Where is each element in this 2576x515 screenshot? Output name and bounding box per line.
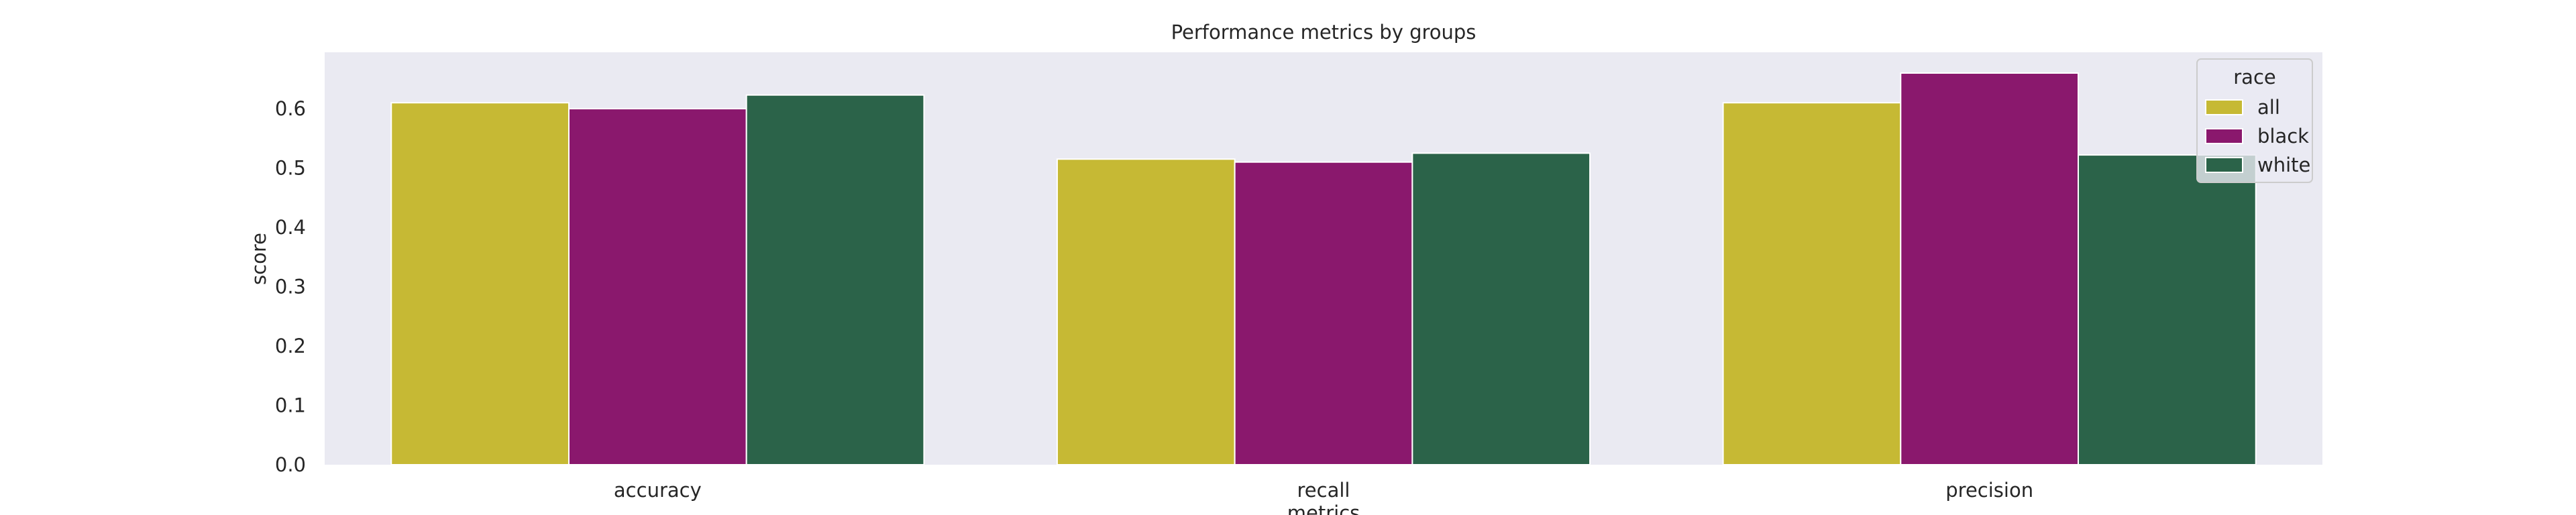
- bar-black-recall: [1234, 161, 1413, 465]
- legend-label-all: all: [2257, 96, 2280, 119]
- legend: race all black white: [2196, 58, 2313, 183]
- bars-layer: [390, 72, 2257, 466]
- y-tick-labels: 0.0 0.1 0.2 0.3 0.4 0.5 0.6: [275, 97, 306, 476]
- bar-white-precision: [2078, 154, 2257, 465]
- bar-black-precision: [1900, 72, 2080, 465]
- bar-white-recall: [1411, 152, 1591, 466]
- legend-swatch-black: [2205, 128, 2243, 144]
- bar-white-accuracy: [745, 94, 925, 466]
- x-tick-label-accuracy: accuracy: [614, 479, 702, 502]
- x-tick-label-recall: recall: [1297, 479, 1350, 502]
- y-tick-label: 0.6: [275, 97, 306, 120]
- chart-title: Performance metrics by groups: [1171, 21, 1477, 44]
- bar-black-accuracy: [568, 108, 747, 465]
- y-tick-label: 0.5: [275, 157, 306, 180]
- y-tick-label: 0.1: [275, 394, 306, 417]
- legend-frame: [2196, 58, 2313, 183]
- x-tick-labels: accuracy recall precision: [614, 479, 2033, 502]
- legend-label-white: white: [2257, 154, 2310, 176]
- y-axis-label: score: [248, 233, 270, 285]
- bar-all-recall: [1056, 158, 1236, 465]
- legend-swatch-all: [2205, 99, 2243, 115]
- y-tick-label: 0.2: [275, 335, 306, 357]
- y-tick-label: 0.3: [275, 276, 306, 298]
- legend-title: race: [2233, 66, 2275, 89]
- bar-all-accuracy: [390, 102, 570, 465]
- y-tick-label: 0.0: [275, 453, 306, 476]
- x-tick-label-precision: precision: [1945, 479, 2033, 502]
- legend-swatch-white: [2205, 157, 2243, 173]
- legend-label-black: black: [2257, 125, 2309, 148]
- bar-all-precision: [1722, 102, 1902, 465]
- y-tick-label: 0.4: [275, 216, 306, 239]
- x-axis-label: metrics: [1287, 502, 1360, 515]
